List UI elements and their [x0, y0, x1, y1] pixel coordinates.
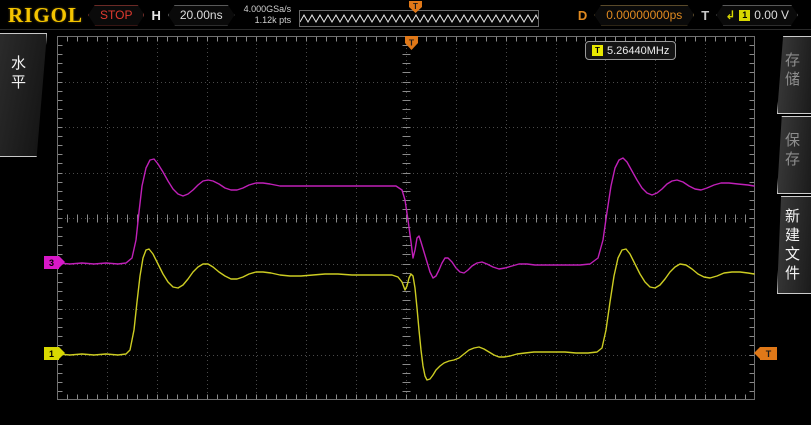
memory-waveform-preview	[300, 13, 538, 24]
acquisition-info: 4.000GSa/s 1.12k pts	[244, 4, 292, 26]
channel-3-ground-marker[interactable]: 3	[44, 256, 65, 269]
waveform-traces	[57, 157, 755, 381]
horizontal-menu-label: 水平	[11, 54, 27, 91]
delay-label: D	[577, 7, 588, 23]
svg-text:T: T	[413, 2, 418, 11]
menu-item-storage[interactable]: 存储	[777, 36, 811, 114]
trigger-badge[interactable]: ↲ 1 0.00 V	[716, 5, 798, 26]
measurement-source-icon: T	[592, 45, 603, 56]
memory-trigger-position-icon: T	[409, 1, 422, 13]
trigger-label: T	[701, 7, 710, 23]
menu-item-storage-label: 存储	[785, 51, 801, 88]
sample-rate-value: 4.000GSa/s	[243, 4, 292, 14]
trigger-edge-icon: ↲	[725, 8, 736, 22]
channel-3-trace	[57, 157, 755, 279]
memory-depth-value: 1.12k pts	[254, 15, 292, 25]
rigol-logo: RIGOL	[8, 2, 84, 27]
channel-1-trace	[57, 248, 755, 381]
trigger-source-chip: 1	[739, 10, 750, 21]
menu-item-new-file[interactable]: 新建文件	[777, 196, 811, 294]
menu-item-save-label: 保存	[785, 131, 801, 168]
frequency-measurement-badge[interactable]: T 5.26440MHz	[585, 41, 677, 60]
trigger-level-value: 0.00 V	[754, 8, 789, 22]
delay-badge[interactable]: 0.00000000ps	[594, 5, 694, 26]
horizontal-label: H	[151, 7, 161, 23]
graticule-grid	[57, 36, 755, 400]
timebase-badge[interactable]: 20.00ns	[168, 5, 235, 26]
memory-overview-strip[interactable]	[299, 10, 539, 27]
trigger-position-marker-icon[interactable]: T	[405, 36, 418, 50]
waveform-display-area[interactable]	[57, 36, 755, 400]
run-state-badge[interactable]: STOP	[88, 5, 144, 26]
channel-1-ground-marker[interactable]: 1	[44, 347, 65, 360]
top-status-bar: RIGOL STOP H 20.00ns 4.000GSa/s 1.12k pt…	[0, 0, 811, 30]
menu-item-save[interactable]: 保存	[777, 116, 811, 194]
measurement-value: 5.26440MHz	[607, 44, 670, 57]
trigger-level-marker[interactable]: T	[754, 347, 777, 360]
svg-text:T: T	[409, 38, 415, 48]
menu-item-new-file-label: 新建文件	[785, 207, 801, 282]
horizontal-menu-panel[interactable]: 水平	[0, 33, 47, 157]
